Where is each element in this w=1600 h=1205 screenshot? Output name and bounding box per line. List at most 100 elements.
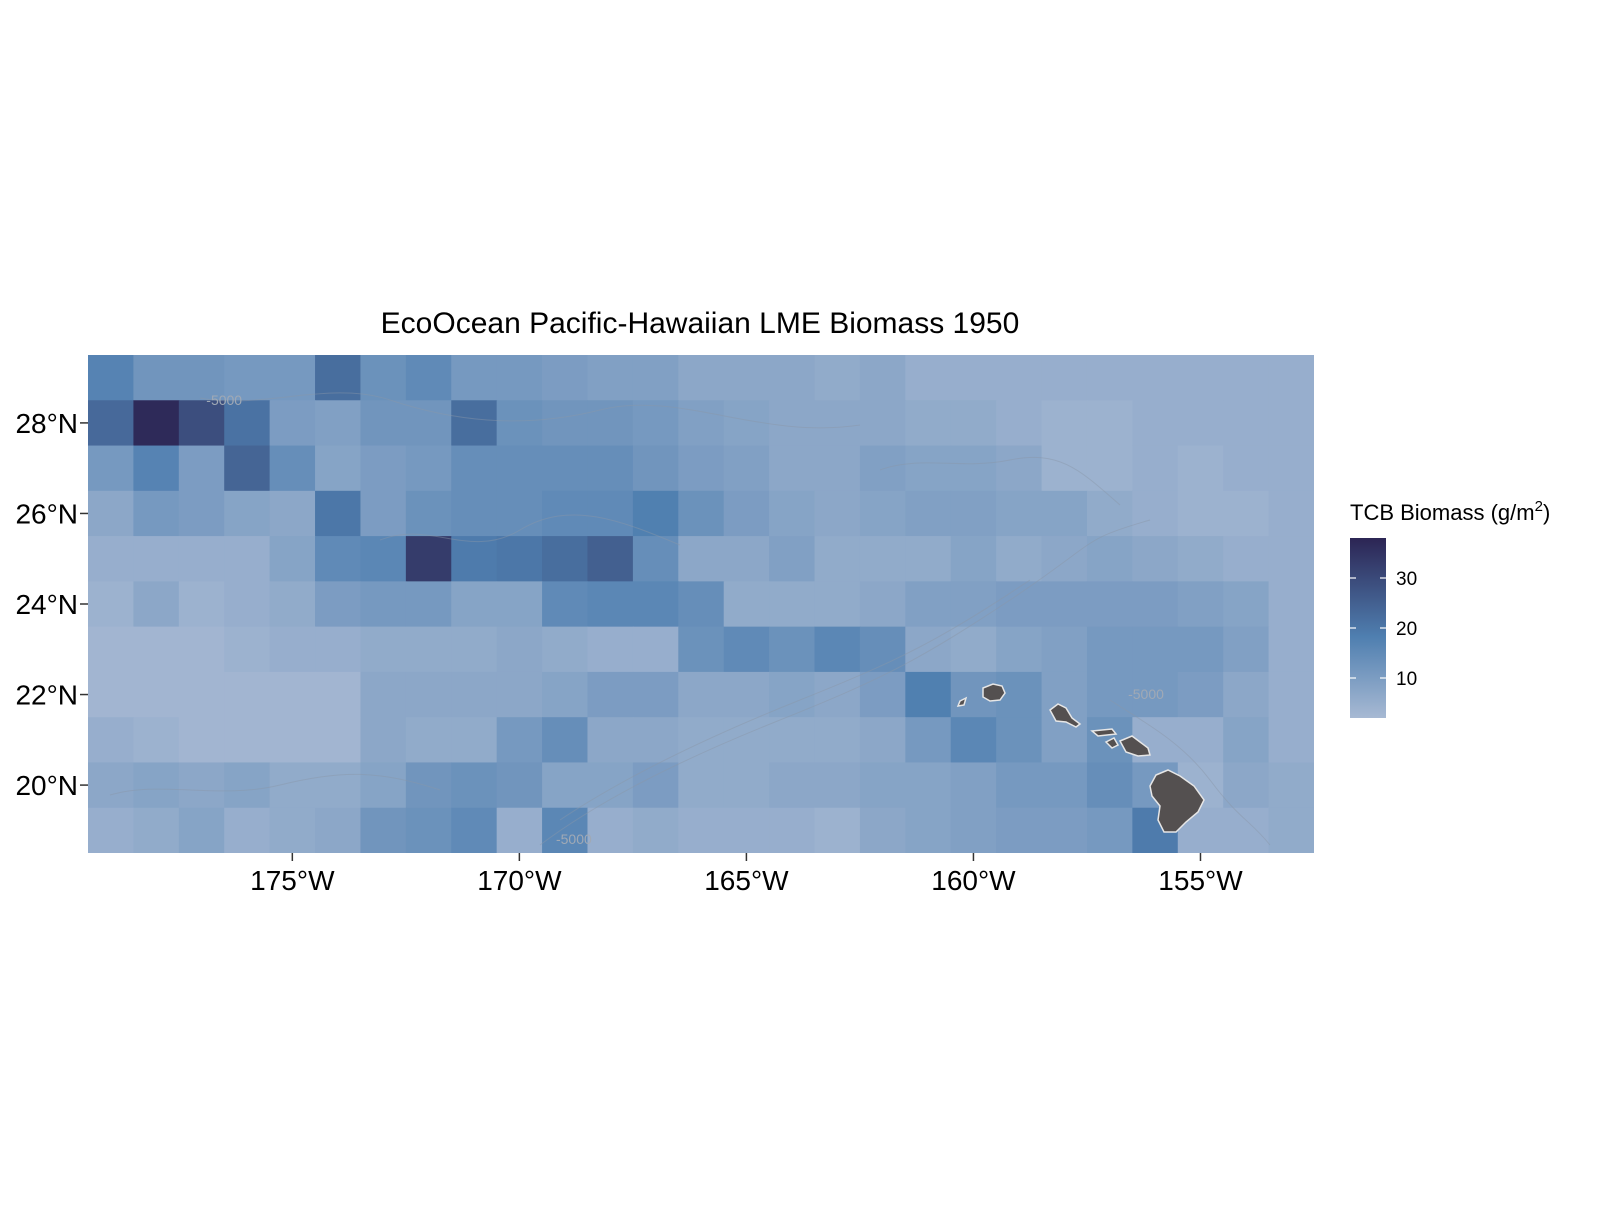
grid-cell — [950, 762, 997, 809]
contour-labels: -5000 -5000 -5000 — [206, 392, 1164, 847]
grid-cell — [678, 400, 725, 447]
grid-cell — [632, 445, 679, 492]
grid-cell — [587, 807, 634, 853]
grid-cell — [859, 490, 906, 537]
y-tick-label: 20°N — [15, 770, 78, 801]
grid-cell — [1223, 671, 1270, 718]
grid-cell — [814, 807, 861, 853]
grid-cell — [723, 445, 770, 492]
grid-cell — [1041, 400, 1088, 447]
y-tick-label: 26°N — [15, 498, 78, 529]
island-shape — [982, 683, 1006, 702]
grid-cell — [360, 445, 407, 492]
grid-cell — [269, 626, 316, 673]
grid-cell — [587, 355, 634, 401]
grid-cell — [1132, 581, 1179, 628]
grid-cell — [269, 717, 316, 764]
grid-cell — [88, 355, 135, 401]
grid-cell — [1223, 400, 1270, 447]
island-shape — [1149, 769, 1205, 833]
grid-cell — [178, 807, 225, 853]
grid-cell — [769, 400, 816, 447]
grid-cell — [178, 762, 225, 809]
grid-cell — [542, 762, 589, 809]
grid-cell — [269, 536, 316, 582]
grid-cell — [950, 717, 997, 764]
grid-cell — [360, 490, 407, 537]
grid-cell — [996, 445, 1043, 492]
grid-cell — [678, 581, 725, 628]
grid-cell — [1132, 400, 1179, 447]
grid-cell — [996, 536, 1043, 582]
grid-cell — [1132, 626, 1179, 673]
bathymetry-contours — [109, 392, 1271, 846]
grid-cell — [723, 536, 770, 582]
grid-cell — [88, 490, 135, 537]
grid-cell — [178, 445, 225, 492]
island-shape — [1118, 735, 1151, 757]
grid-cell — [814, 671, 861, 718]
grid-cell — [814, 445, 861, 492]
grid-cell — [723, 400, 770, 447]
grid-cell — [632, 762, 679, 809]
grid-cell — [496, 626, 543, 673]
grid-cell — [133, 445, 180, 492]
grid-cell — [178, 717, 225, 764]
grid-cell — [360, 626, 407, 673]
grid-cell — [496, 355, 543, 401]
grid-cell — [269, 671, 316, 718]
grid-cell — [360, 762, 407, 809]
grid-cell — [950, 536, 997, 582]
grid-cell — [814, 717, 861, 764]
grid-cell — [133, 581, 180, 628]
grid-cell — [1223, 490, 1270, 537]
grid-cell — [905, 762, 952, 809]
grid-cell — [1177, 717, 1224, 764]
x-tick-label: 165°W — [704, 865, 789, 896]
grid-cell — [405, 490, 452, 537]
grid-cell — [496, 671, 543, 718]
grid-cell — [1132, 490, 1179, 537]
grid-cell — [678, 807, 725, 853]
grid-cell — [1086, 807, 1133, 853]
grid-cell — [769, 671, 816, 718]
grid-cell — [269, 581, 316, 628]
grid-cell — [587, 490, 634, 537]
grid-cell — [1223, 626, 1270, 673]
grid-cell — [315, 536, 362, 582]
contour-line — [109, 773, 441, 796]
grid-cell — [451, 400, 498, 447]
grid-cell — [814, 536, 861, 582]
grid-cell — [996, 581, 1043, 628]
grid-cell — [496, 807, 543, 853]
grid-cell — [178, 536, 225, 582]
grid-cell — [269, 445, 316, 492]
grid-cell — [88, 717, 135, 764]
grid-cell — [542, 445, 589, 492]
grid-cell — [451, 762, 498, 809]
grid-cell — [950, 445, 997, 492]
grid-cell — [769, 626, 816, 673]
grid-cell — [1041, 626, 1088, 673]
grid-cell — [769, 355, 816, 401]
grid-cell — [814, 626, 861, 673]
grid-cell — [723, 717, 770, 764]
grid-cell — [496, 581, 543, 628]
grid-cell — [859, 671, 906, 718]
legend-ticks: 10 20 30 — [1350, 569, 1417, 690]
grid-cell — [496, 400, 543, 447]
hawaiian-islands — [956, 683, 1205, 833]
grid-cell — [451, 536, 498, 582]
grid-cell — [451, 355, 498, 401]
grid-cell — [905, 626, 952, 673]
grid-cell — [905, 536, 952, 582]
grid-cell — [360, 536, 407, 582]
legend-tick-label: 30 — [1396, 569, 1417, 590]
x-tick-label: 170°W — [477, 865, 562, 896]
grid-cell — [678, 671, 725, 718]
grid-cell — [88, 671, 135, 718]
color-legend: TCB Biomass (g/m2) 10 20 30 — [1350, 498, 1550, 718]
grid-cell — [587, 445, 634, 492]
